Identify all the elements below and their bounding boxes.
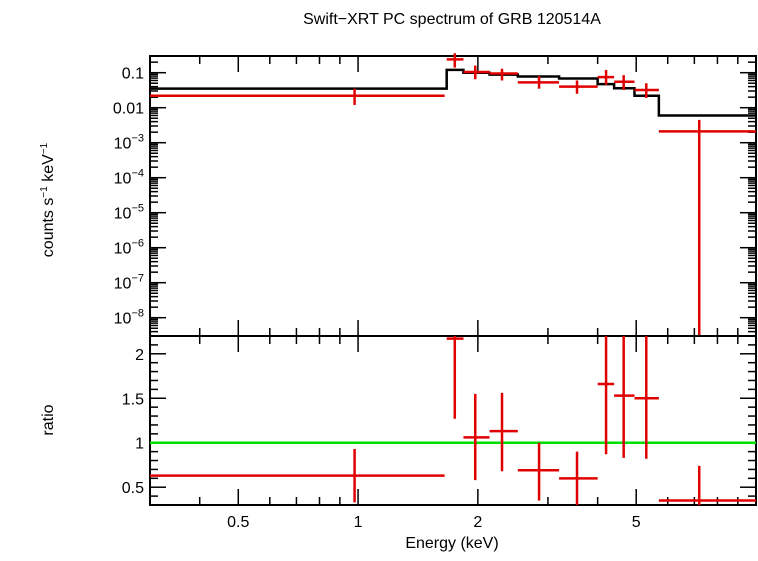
ratio-data-point — [446, 336, 464, 419]
bottom-y-tick-label: 1 — [135, 436, 144, 453]
top-y-axis-label-mid: keV — [40, 154, 57, 186]
tick-base: 10 — [114, 311, 132, 328]
tick-base: 10 — [114, 136, 132, 153]
top-y-tick-label: 10−7 — [114, 273, 144, 293]
ratio-data-point — [489, 392, 518, 472]
spectrum-data-point — [658, 119, 756, 336]
top-y-tick-label: 0.1 — [122, 66, 144, 83]
ratio-panel: 0.5 1 2 5 0.5 1 1.5 2 — [122, 335, 757, 531]
tick-exponent: −5 — [131, 203, 144, 215]
bottom-y-axis-label: ratio — [40, 404, 57, 435]
spectrum-data-point — [517, 76, 560, 89]
tick-exponent: −3 — [131, 133, 144, 145]
spectrum-data-point — [463, 65, 490, 80]
top-y-axis-label-sup1: −1 — [39, 186, 50, 198]
ratio-data-point — [658, 465, 756, 505]
spectrum-data-point — [150, 88, 445, 105]
top-y-axis-label-sup2: −1 — [39, 142, 50, 154]
spectrum-data-point — [614, 75, 635, 91]
tick-exponent: −7 — [131, 273, 144, 285]
top-y-tick-label: 10−3 — [114, 133, 144, 153]
tick-exponent: −4 — [131, 168, 144, 180]
x-tick-label: 0.5 — [227, 514, 249, 531]
x-tick-label: 2 — [473, 514, 482, 531]
spectrum-data-point — [489, 68, 518, 81]
tick-exponent: −6 — [131, 238, 144, 250]
ratio-data-point — [634, 336, 659, 459]
spectrum-data-point — [559, 80, 598, 94]
ratio-panel-frame — [149, 335, 757, 506]
bottom-y-tick-label: 2 — [135, 347, 144, 364]
top-y-tick-label: 10−5 — [114, 203, 144, 223]
top-y-tick-label: 10−8 — [114, 308, 144, 328]
ratio-data-point — [150, 448, 445, 503]
ratio-data-point — [614, 336, 635, 458]
ratio-data-point — [463, 393, 490, 481]
ratio-data-point — [559, 451, 598, 505]
bottom-y-tick-label: 1.5 — [122, 391, 144, 408]
tick-exponent: −8 — [131, 308, 144, 320]
top-y-tick-label: 0.01 — [113, 101, 144, 118]
x-tick-label: 5 — [632, 514, 641, 531]
x-tick-label: 1 — [354, 514, 363, 531]
spectrum-panel-frame — [149, 55, 757, 337]
tick-base: 10 — [114, 206, 132, 223]
top-y-axis-label-main: counts s — [40, 198, 57, 258]
top-y-tick-label: 10−4 — [114, 168, 144, 188]
x-axis-label: Energy (keV) — [405, 535, 498, 552]
top-y-axis-label: counts s−1 keV−1 — [39, 142, 57, 257]
chart-title: Swift−XRT PC spectrum of GRB 120514A — [303, 11, 601, 28]
tick-base: 10 — [114, 171, 132, 188]
ratio-data-point — [597, 336, 615, 455]
bottom-y-tick-label: 0.5 — [122, 480, 144, 497]
tick-base: 10 — [114, 276, 132, 293]
spectrum-data-point — [446, 53, 464, 68]
tick-base: 10 — [114, 241, 132, 258]
top-y-tick-label: 10−6 — [114, 238, 144, 258]
ratio-data-point — [517, 442, 560, 501]
model-step-line — [150, 68, 756, 117]
spectrum-data-point — [597, 69, 615, 85]
spectrum-data-point — [634, 83, 659, 98]
